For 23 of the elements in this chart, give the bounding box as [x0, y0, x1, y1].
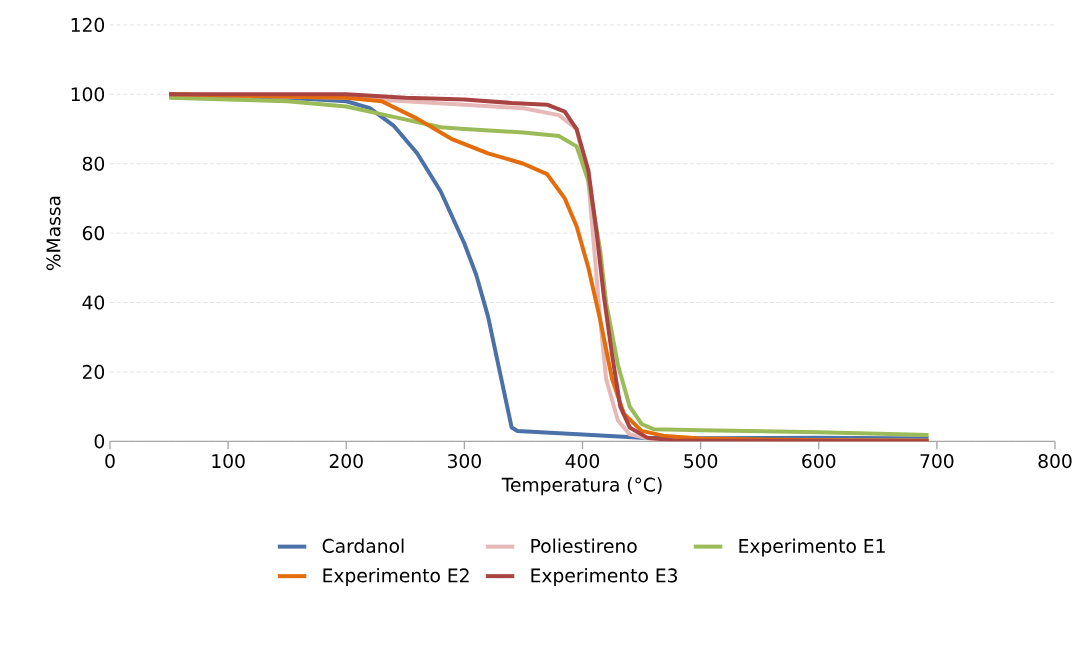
legend-label: Experimento E2 [323, 568, 469, 587]
x-tick-label: 200 [329, 454, 363, 469]
legend-label: Cardanol [322, 538, 404, 553]
x-tick-label: 100 [212, 454, 245, 469]
legend-label: Poliestireno [531, 538, 637, 553]
x-tick-label: 400 [565, 454, 600, 469]
y-axis-title: %Massa [46, 196, 61, 271]
x-tick-label: 800 [1038, 454, 1072, 469]
x-tick-label: 500 [684, 454, 718, 469]
y-tick-label: 0 [94, 434, 105, 449]
x-tick-label: 700 [920, 454, 954, 469]
x-tick-label: 600 [802, 454, 836, 469]
legend-label: Experimento E1 [739, 538, 885, 557]
legend-label: Experimento E3 [531, 568, 677, 587]
y-tick-label: 60 [82, 226, 105, 241]
x-axis-title: Temperatura (°C) [501, 477, 662, 496]
y-tick-label: 80 [82, 156, 105, 171]
y-tick-label: 100 [71, 87, 105, 102]
y-tick-label: 20 [82, 364, 105, 379]
x-tick-label: 0 [105, 454, 115, 469]
y-tick-label: 40 [82, 295, 105, 310]
x-tick-label: 300 [447, 454, 481, 469]
y-tick-label: 120 [71, 17, 105, 32]
